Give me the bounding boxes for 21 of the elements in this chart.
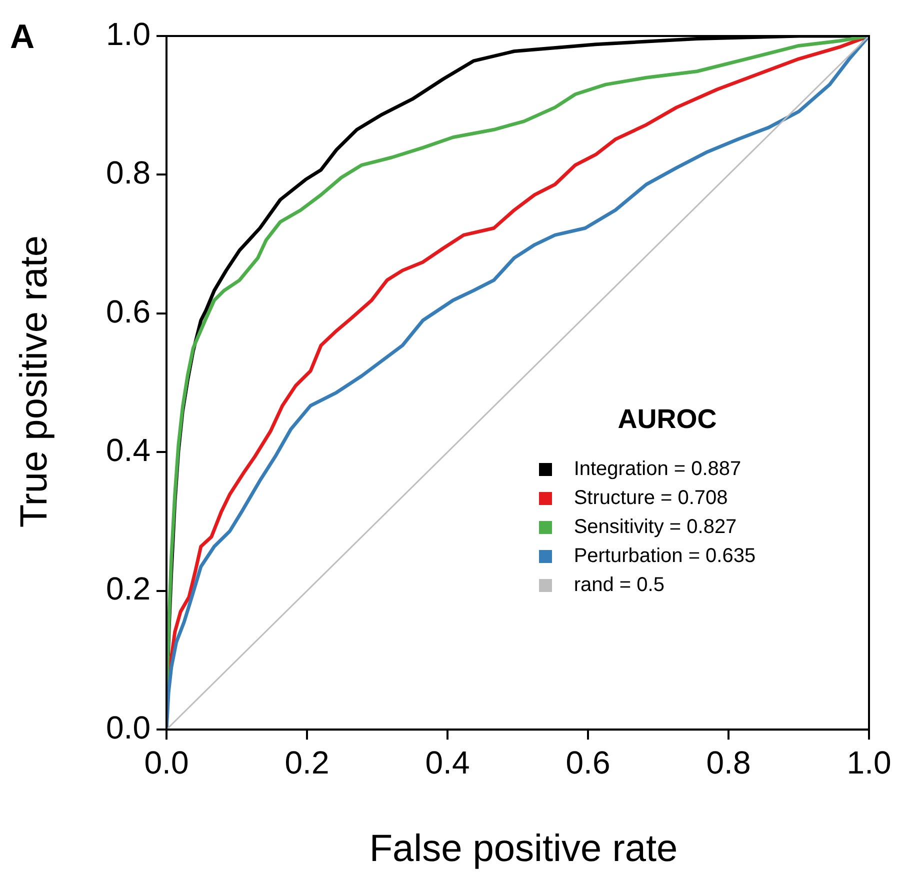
legend-label: Sensitivity = 0.827 bbox=[574, 516, 737, 539]
legend-title: AUROC bbox=[616, 404, 718, 435]
x-axis-title: False positive rate bbox=[368, 828, 679, 871]
y-tick-label: 0.0 bbox=[106, 709, 150, 746]
y-axis-title: True positive rate bbox=[14, 234, 56, 530]
text: A bbox=[10, 18, 35, 57]
x-tick-label: 0.6 bbox=[566, 744, 610, 781]
x-tick-label: 0.0 bbox=[144, 744, 189, 781]
legend-label: rand = 0.5 bbox=[574, 574, 664, 597]
y-tick-label: 0.8 bbox=[106, 154, 150, 191]
legend-label: Structure = 0.708 bbox=[574, 486, 728, 510]
legend-label: Integration = 0.887 bbox=[574, 458, 742, 481]
x-tick-label: 1.0 bbox=[846, 744, 892, 781]
y-tick-label: 0.2 bbox=[106, 570, 150, 607]
legend-label: Perturbation = 0.635 bbox=[574, 544, 756, 568]
x-tick-label: 0.8 bbox=[706, 744, 751, 781]
y-tick-label: 0.4 bbox=[106, 432, 150, 468]
y-tick-label: 0.6 bbox=[106, 293, 150, 330]
y-tick-label: 1.0 bbox=[106, 16, 150, 52]
x-tick-label: 0.4 bbox=[425, 744, 470, 781]
x-tick-label: 0.2 bbox=[284, 744, 330, 781]
